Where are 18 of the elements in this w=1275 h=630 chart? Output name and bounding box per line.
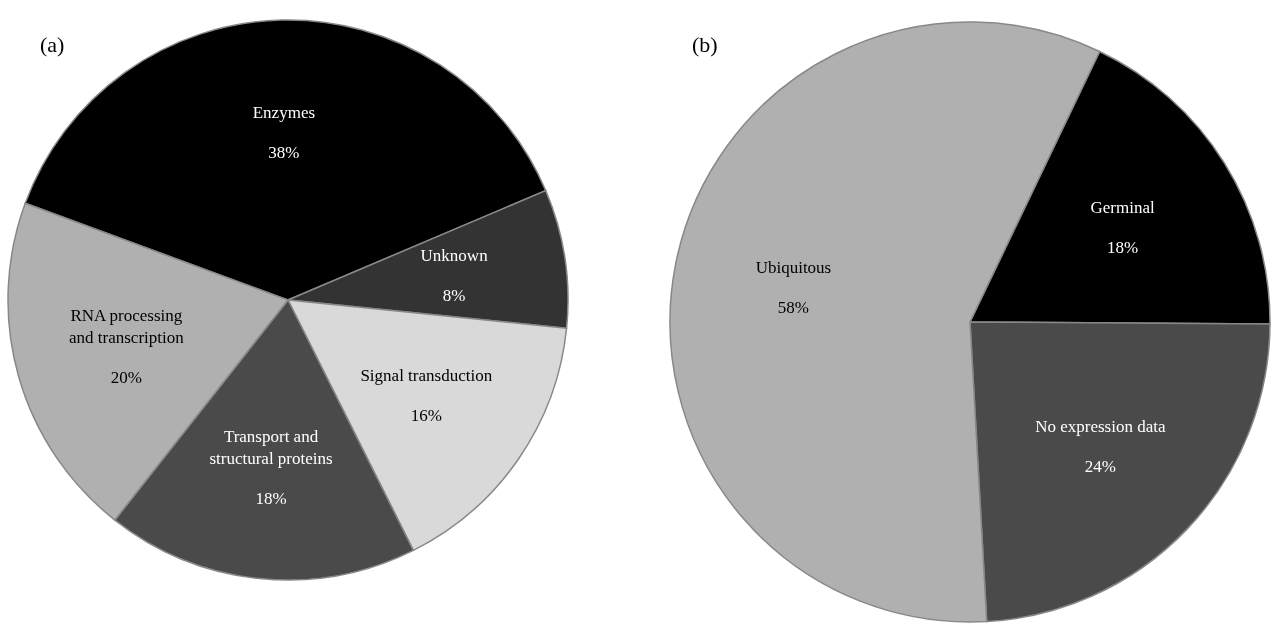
slice-label: Ubiquitous [755,258,832,278]
text: (a) [40,32,65,57]
data-label: 18% [255,489,287,509]
slice-label: Unknown [420,245,489,265]
slice-label: Enzymes [252,103,316,123]
data-label: 8% [442,285,466,305]
data-label: 58% [777,298,810,318]
slice-label: RNA processing and transcription [68,305,185,347]
data-label: 18% [1107,237,1139,257]
slice-label: No expression data [1035,417,1166,437]
slice-label: Germinal [1090,197,1156,217]
data-label: 38% [268,143,300,163]
data-label: 20% [110,367,142,387]
data-label: 24% [1084,457,1116,477]
text: (b) [692,32,718,57]
slice-label: Signal transduction [360,366,493,386]
data-label: 16% [410,406,442,426]
slice-label: Transport and structural proteins [209,427,333,469]
